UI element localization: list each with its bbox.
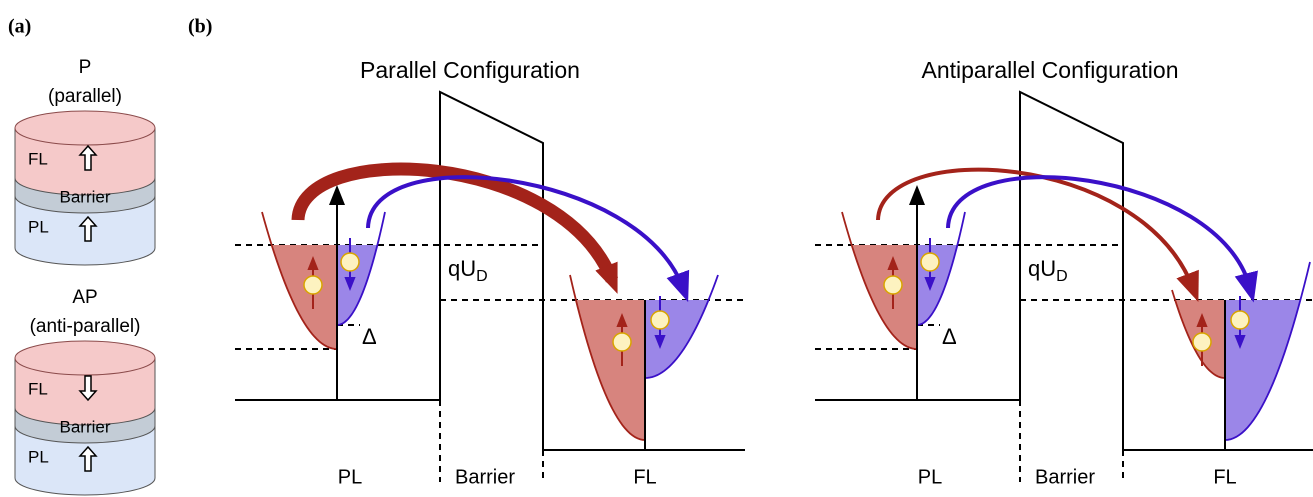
region-label: FL xyxy=(633,466,656,488)
region-label: PL xyxy=(338,466,362,488)
config-title: Parallel Configuration xyxy=(360,57,580,83)
electron xyxy=(613,333,631,351)
layer-label: PL xyxy=(28,217,49,236)
region-label: Barrier xyxy=(1035,466,1095,488)
electron xyxy=(1193,333,1211,351)
electron xyxy=(341,253,359,271)
voltage: qU xyxy=(1028,256,1056,281)
layer-label: FL xyxy=(28,379,48,398)
voltage-label: qUD xyxy=(1028,256,1068,285)
voltage-subscript: D xyxy=(476,268,488,285)
gap-label: Δ xyxy=(942,324,957,349)
fl-top xyxy=(15,111,155,145)
stack-title: P xyxy=(79,57,92,78)
band-fill xyxy=(272,245,337,349)
region-label: Barrier xyxy=(455,466,515,488)
electron xyxy=(884,276,902,294)
figure: (a) (b) P (parallel) FL Barrier PL AP (anti-pa… xyxy=(0,0,1313,497)
voltage: qU xyxy=(448,256,476,281)
layer-label: FL xyxy=(28,149,48,168)
stack-title: AP xyxy=(72,287,97,308)
panel-label: (b) xyxy=(188,16,212,38)
band-fill xyxy=(576,300,645,440)
panel-label: (a) xyxy=(8,16,31,38)
voltage-label: qUD xyxy=(448,256,488,285)
region-label: PL xyxy=(918,466,942,488)
layer-label: Barrier xyxy=(59,187,110,206)
band-fill xyxy=(852,245,917,349)
fl-top xyxy=(15,341,155,375)
electron xyxy=(1231,311,1249,329)
electron xyxy=(651,311,669,329)
electron xyxy=(921,253,939,271)
stack-subtitle: (parallel) xyxy=(48,86,122,107)
layer-label: PL xyxy=(28,447,49,466)
config-title: Antiparallel Configuration xyxy=(922,57,1179,83)
stack-subtitle: (anti-parallel) xyxy=(30,316,141,337)
layer-label: Barrier xyxy=(59,417,110,436)
voltage-subscript: D xyxy=(1056,268,1068,285)
electron xyxy=(304,276,322,294)
gap-label: Δ xyxy=(362,324,377,349)
band-fill xyxy=(645,300,709,378)
region-label: FL xyxy=(1213,466,1236,488)
